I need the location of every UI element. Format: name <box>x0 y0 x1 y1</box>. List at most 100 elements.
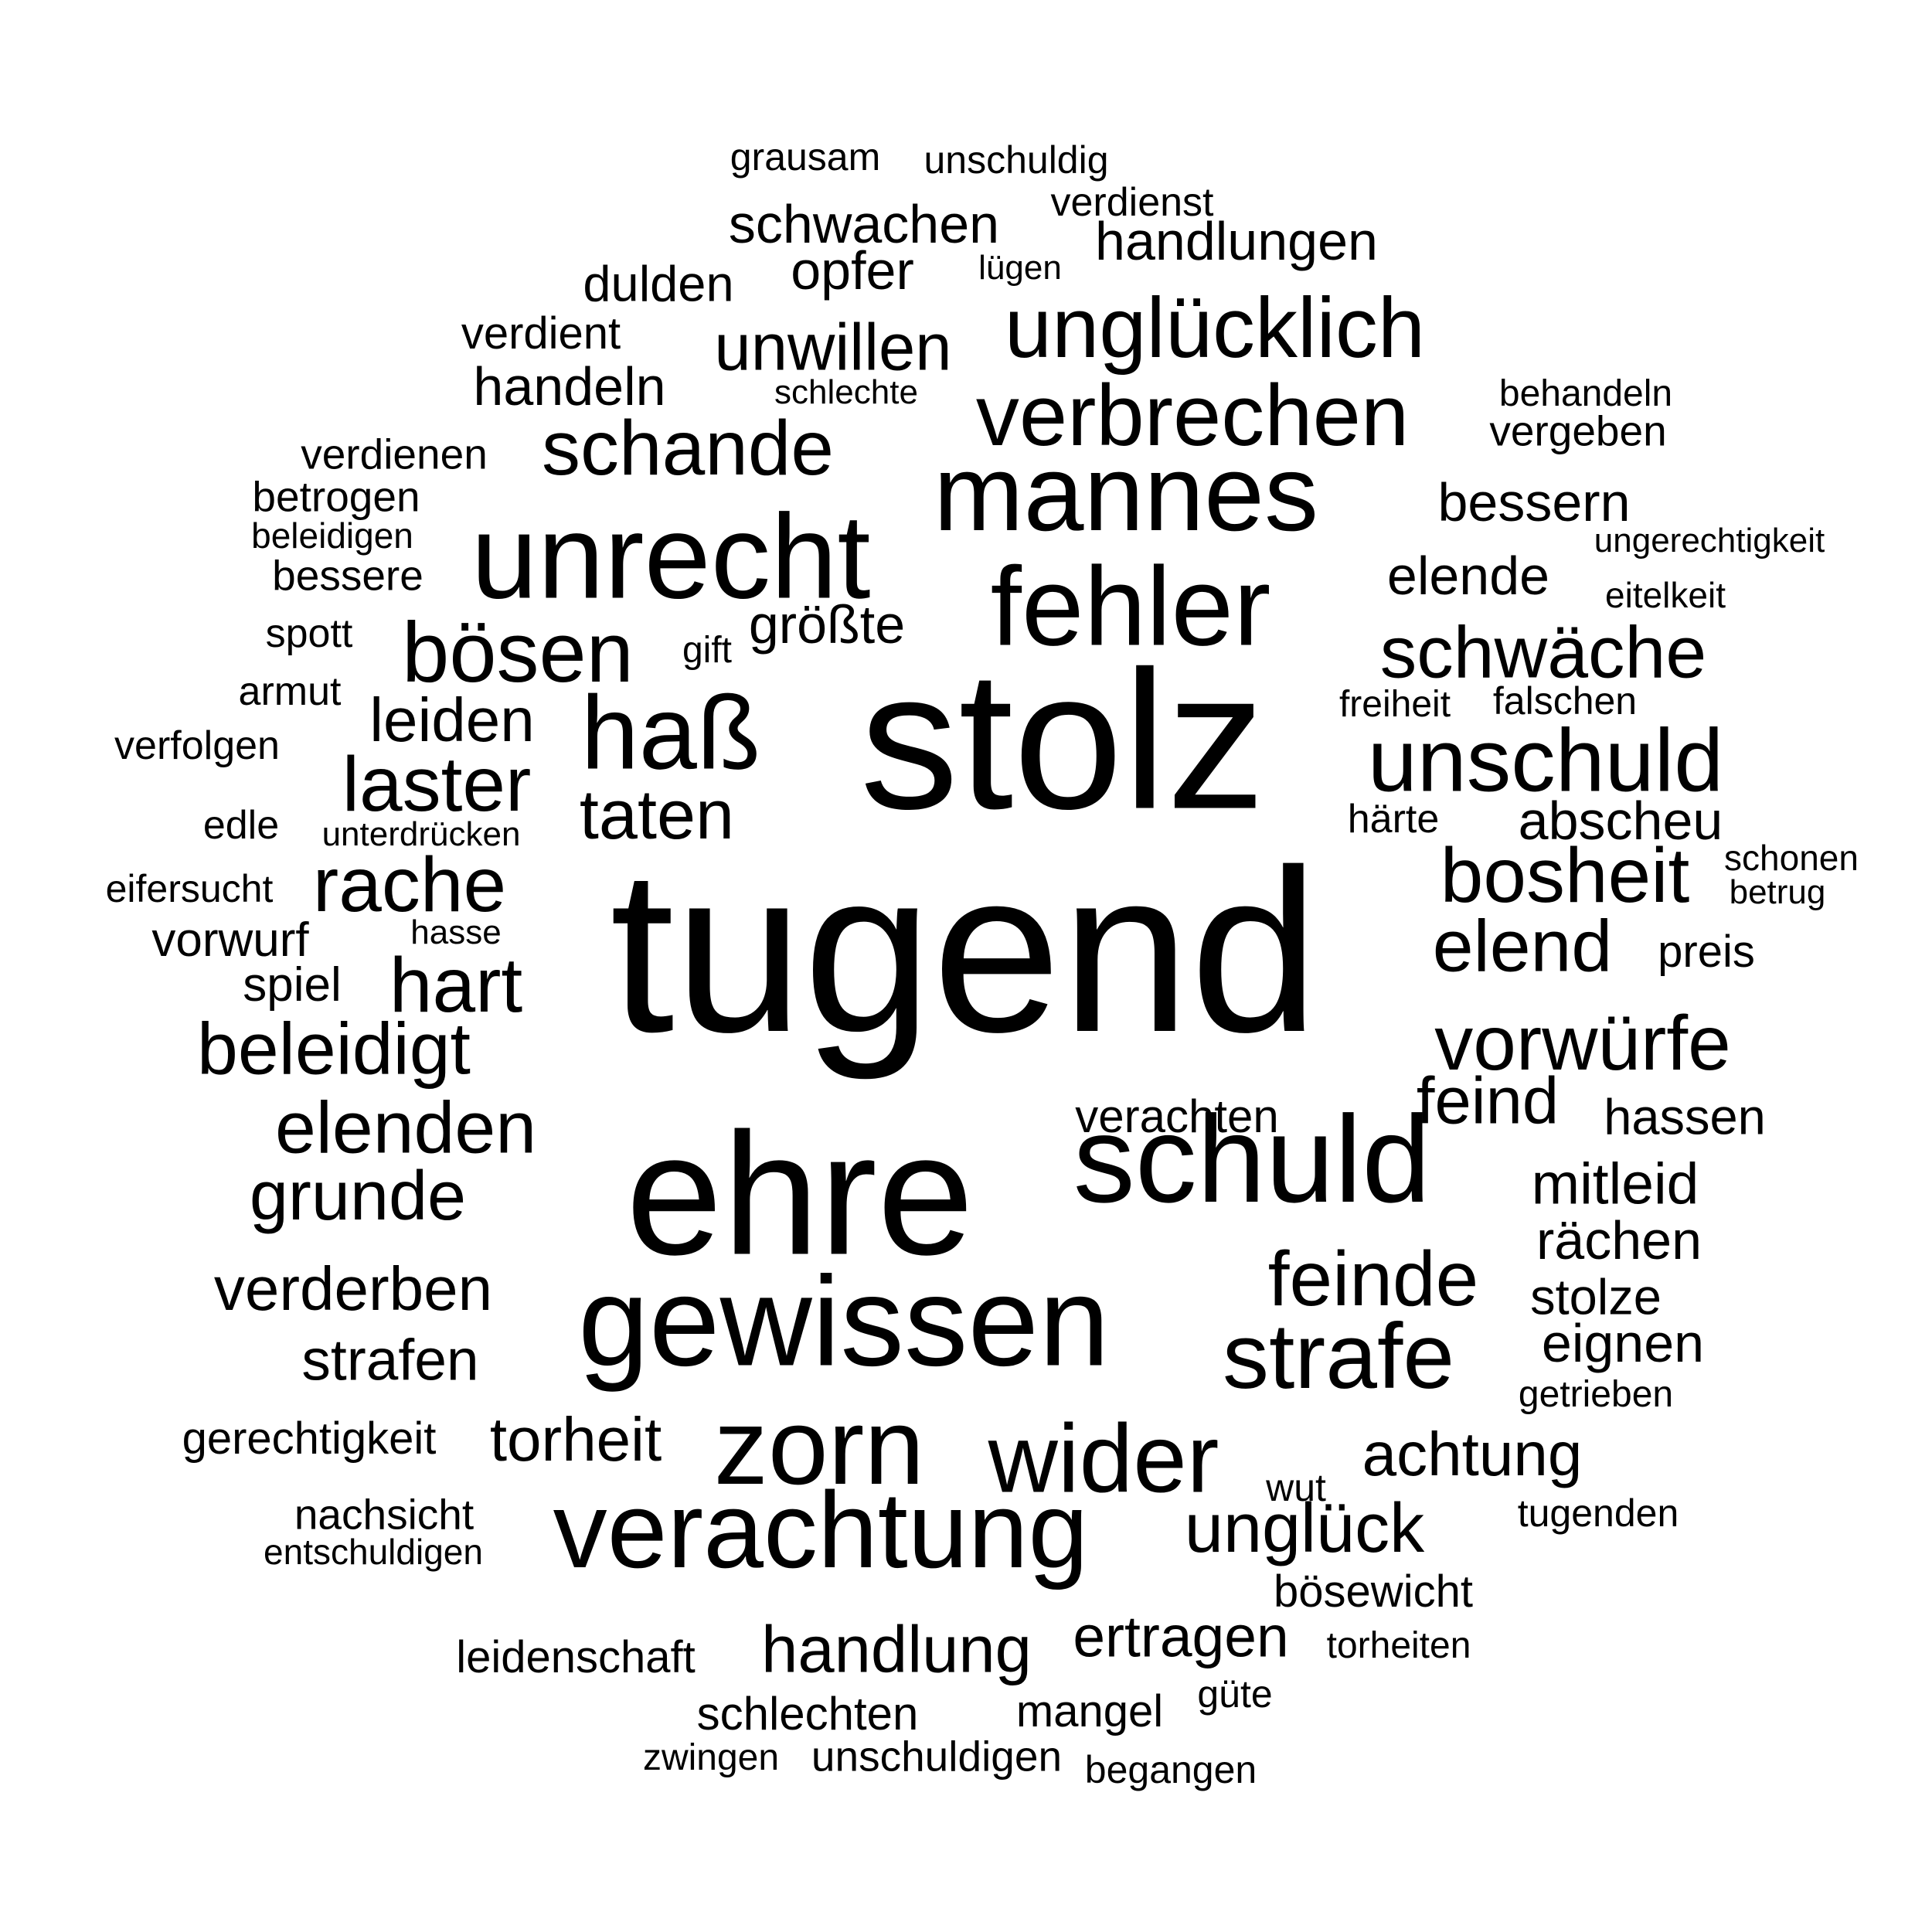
word-spiel: spiel <box>243 958 342 1012</box>
word-freiheit: freiheit <box>1338 684 1451 725</box>
word-falschen: falschen <box>1492 679 1638 723</box>
word-eifersucht: eifersucht <box>105 867 274 910</box>
word-grausam: grausam <box>730 135 881 179</box>
word-schlechte: schlechte <box>774 373 918 411</box>
word-edle: edle <box>202 803 280 848</box>
word-fehler: fehler <box>990 543 1271 669</box>
word-mangel: mangel <box>1015 1686 1164 1736</box>
word-schwachen: schwachen <box>728 194 1000 254</box>
word-opfer: opfer <box>791 240 914 301</box>
word-achtung: achtung <box>1362 1420 1583 1488</box>
word-mannes: mannes <box>933 432 1319 553</box>
word-handeln: handeln <box>473 356 666 417</box>
word-hart: hart <box>389 942 523 1029</box>
word-dulden: dulden <box>583 255 734 312</box>
word-verdient: verdient <box>461 308 621 359</box>
word-strafe: strafe <box>1222 1304 1455 1408</box>
word-hassen: hassen <box>1604 1088 1766 1145</box>
word-vorwurf: vorwurf <box>151 913 309 967</box>
word-feinde: feinde <box>1267 1236 1479 1322</box>
word-bessere: bessere <box>272 551 423 600</box>
word-ungluecklich: unglücklich <box>1004 281 1426 376</box>
word-schwaeche: schwäche <box>1379 611 1707 694</box>
word-strafen: strafen <box>301 1327 479 1393</box>
word-verachten: verachten <box>1075 1090 1279 1142</box>
word-mitleid: mitleid <box>1531 1151 1699 1216</box>
word-unschuldig: unschuldig <box>923 138 1109 182</box>
word-laster: laster <box>342 741 532 828</box>
word-preis: preis <box>1658 927 1755 977</box>
word-rache: rache <box>312 842 507 928</box>
word-begangen: begangen <box>1084 1748 1257 1791</box>
word-entschuldigen: entschuldigen <box>264 1532 483 1572</box>
word-handlung: handlung <box>761 1613 1032 1687</box>
word-armut: armut <box>238 669 342 714</box>
word-feind: feind <box>1416 1064 1560 1138</box>
word-schlechten: schlechten <box>696 1688 919 1740</box>
word-betrug: betrug <box>1729 873 1826 911</box>
word-torheit: torheit <box>489 1405 662 1474</box>
word-tugend: tugend <box>610 821 1319 1080</box>
word-unrecht: unrecht <box>471 489 871 624</box>
word-unwillen: unwillen <box>714 311 952 385</box>
word-bessern: bessern <box>1437 472 1631 532</box>
word-nachsicht: nachsicht <box>294 1490 474 1539</box>
word-unterdruecken: unterdrücken <box>321 815 521 853</box>
word-verachtung: verachtung <box>553 1469 1089 1590</box>
word-abscheu: abscheu <box>1518 791 1723 851</box>
word-eignen: eignen <box>1541 1313 1705 1373</box>
word-schuld: schuld <box>1073 1090 1431 1228</box>
word-unschuld: unschuld <box>1367 711 1724 811</box>
word-raechen: rächen <box>1536 1210 1702 1270</box>
word-luegen: lügen <box>978 249 1062 287</box>
word-verdienen: verdienen <box>301 430 488 478</box>
word-eitelkeit: eitelkeit <box>1605 575 1726 615</box>
word-hasse: hasse <box>410 913 502 951</box>
word-wider: wider <box>988 1405 1219 1513</box>
word-gewissen: gewissen <box>578 1250 1110 1393</box>
word-stolze: stolze <box>1530 1268 1662 1325</box>
word-elend: elend <box>1432 905 1613 988</box>
word-groesste: größte <box>748 594 906 655</box>
word-stolz: stolz <box>859 630 1266 851</box>
word-boesen: bösen <box>402 605 634 700</box>
word-behandeln: behandeln <box>1498 373 1673 414</box>
word-vergeben: vergeben <box>1489 406 1667 455</box>
word-gerechtigkeit: gerechtigkeit <box>182 1413 437 1464</box>
word-verdienst: verdienst <box>1050 180 1214 225</box>
word-zwingen: zwingen <box>642 1737 780 1778</box>
word-grunde: grunde <box>249 1158 467 1235</box>
word-hass: haß <box>580 674 761 791</box>
word-beleidigen: beleidigen <box>251 515 413 556</box>
word-verfolgen: verfolgen <box>114 723 280 768</box>
word-betrogen: betrogen <box>252 472 420 521</box>
word-ertragen: ertragen <box>1073 1604 1289 1669</box>
word-gift: gift <box>682 630 733 671</box>
word-taten: taten <box>579 777 735 854</box>
word-vorwuerfe: vorwürfe <box>1434 1000 1731 1087</box>
word-elenden: elenden <box>274 1087 537 1169</box>
word-handlungen: handlungen <box>1095 211 1378 271</box>
word-zorn: zorn <box>713 1386 925 1507</box>
word-leiden: leiden <box>369 685 535 754</box>
word-ungerechtigkeit: ungerechtigkeit <box>1594 522 1825 560</box>
word-bosheit: bosheit <box>1440 832 1690 919</box>
word-ehre: ehre <box>625 1096 975 1291</box>
word-beleidigt: beleidigt <box>197 1008 471 1090</box>
word-torheiten: torheiten <box>1326 1625 1471 1666</box>
word-tugenden: tugenden <box>1517 1492 1679 1535</box>
word-boesewicht: bösewicht <box>1274 1566 1473 1617</box>
word-guete: güte <box>1197 1672 1273 1716</box>
word-wut: wut <box>1266 1466 1326 1509</box>
word-spott: spott <box>265 611 353 656</box>
word-verderben: verderben <box>213 1254 493 1323</box>
word-schonen: schonen <box>1724 838 1859 878</box>
word-elende: elende <box>1386 546 1550 606</box>
word-verbrechen: verbrechen <box>975 367 1410 464</box>
word-haerte: härte <box>1347 797 1440 842</box>
word-getrieben: getrieben <box>1518 1374 1674 1415</box>
word-leidenschaft: leidenschaft <box>456 1632 696 1682</box>
word-unschuldigen: unschuldigen <box>811 1732 1063 1781</box>
word-unglueck: unglück <box>1184 1490 1425 1567</box>
